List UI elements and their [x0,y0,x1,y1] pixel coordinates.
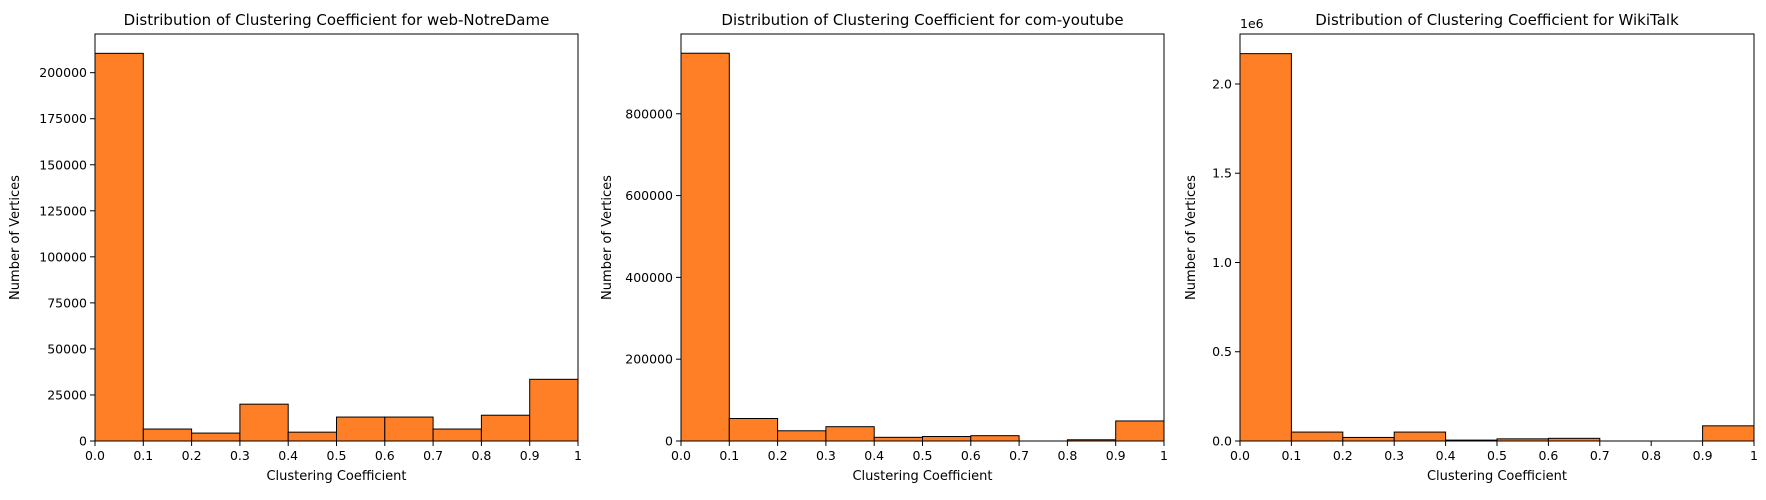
x-tick-label: 1 [1750,448,1758,463]
chart-panel-2: 0.0 0.1 0.2 0.3 0.4 0.5 0.6 0.7 0.8 0.9 1 0 200000 40… [600,11,1168,484]
histogram-bar [728,418,779,442]
histogram-bar [191,432,241,442]
chart-title: Distribution of Clustering Coefficient f… [1315,11,1679,29]
y-tick-label: 800000 [625,106,673,121]
x-tick-label: 0.3 [230,448,250,463]
x-tick-label: 0.5 [327,448,347,463]
x-tick-label: 0.7 [423,448,443,463]
histogram-bar [825,426,875,442]
x-tick-label: 0.0 [85,448,105,463]
x-axis-label: Clustering Coefficient [266,469,406,484]
y-tick-label: 0 [665,434,673,449]
x-tick-label: 0.6 [375,448,395,463]
y-tick-label: 200000 [39,65,87,80]
histogram-bar [777,430,827,442]
histogram-bar [239,403,289,442]
x-tick-label: 0.0 [671,448,691,463]
x-tick-label: 0.2 [182,448,202,463]
y-tick-label: 200000 [625,352,673,367]
histogram-bar [287,431,338,442]
y-tick-label: 75000 [47,295,87,310]
chart-title: Distribution of Clustering Coefficient f… [721,11,1123,29]
x-tick-label: 0.7 [1009,448,1029,463]
histogram-bar [873,436,924,442]
y-axis-label: Number of Vertices [1184,175,1199,300]
x-tick-label: 0.5 [913,448,933,463]
x-tick-label: 0.1 [1281,448,1301,463]
x-tick-label: 1 [1160,448,1168,463]
y-tick-label: 25000 [47,387,87,402]
histogram-bar [1290,431,1344,442]
x-tick-label: 0.4 [278,448,298,463]
x-tick-label: 0.2 [768,448,788,463]
x-tick-label: 0.8 [471,448,491,463]
x-tick-label: 0.3 [1384,448,1404,463]
y-tick-label: 100000 [39,249,87,264]
y-tick-label: 150000 [39,157,87,172]
x-tick-label: 0.8 [1057,448,1077,463]
x-tick-label: 0.6 [1538,448,1558,463]
x-tick-label: 0.4 [864,448,884,463]
y-tick-label: 400000 [625,270,673,285]
x-tick-label: 0.3 [816,448,836,463]
histogram-bar [480,414,531,442]
y-axis-label: Number of Vertices [8,175,23,300]
plot-frame [94,33,579,442]
histogram-bar [384,416,434,442]
chart-title: Distribution of Clustering Coefficient f… [124,11,550,29]
plot-frame [1239,33,1755,442]
x-tick-label: 0.7 [1590,448,1610,463]
x-axis-label: Clustering Coefficient [1427,469,1567,484]
x-tick-label: 0.1 [719,448,739,463]
x-tick-label: 1 [574,448,582,463]
x-tick-label: 0.9 [1693,448,1713,463]
x-tick-label: 0.9 [1106,448,1126,463]
y-tick-label: 175000 [39,111,87,126]
x-tick-label: 0.1 [133,448,153,463]
histogram-bar [1702,425,1755,442]
histogram-bar [432,428,482,442]
y-tick-label: 600000 [625,188,673,203]
x-tick-label: 0.9 [520,448,540,463]
x-tick-label: 0.5 [1487,448,1507,463]
y-offset-label: 1e6 [1240,16,1264,31]
x-axis-label: Clustering Coefficient [852,469,992,484]
x-tick-label: 0.2 [1333,448,1353,463]
histogram-bar [94,52,144,442]
histogram-bar [336,416,386,442]
y-tick-label: 1.0 [1212,255,1232,270]
plot-frame [680,33,1165,442]
y-tick-label: 1.5 [1212,166,1232,181]
y-tick-label: 2.0 [1212,76,1232,91]
histogram-bar [680,52,730,442]
y-tick-label: 50000 [47,341,87,356]
x-tick-label: 0.4 [1436,448,1456,463]
chart-panel-1: 0.0 0.1 0.2 0.3 0.4 0.5 0.6 0.7 0.8 0.9 1 0 25000 500… [8,11,582,484]
histogram-bar [1393,431,1447,442]
histogram-bar [142,428,193,442]
histogram-bar [922,436,972,442]
histogram-bar [1239,53,1292,442]
y-tick-label: 0 [79,434,87,449]
histogram-bar [529,378,579,442]
x-tick-label: 0.0 [1230,448,1250,463]
x-tick-label: 0.8 [1641,448,1661,463]
histogram-bar [1342,436,1395,442]
histogram-bar [970,435,1020,442]
chart-panel-3: 0.0 0.1 0.2 0.3 0.4 0.5 0.6 0.7 0.8 0.9 1 0.0 0.5 1.0… [1184,11,1758,484]
histogram-bar [1115,420,1165,442]
y-tick-label: 0.0 [1212,434,1232,449]
y-tick-label: 0.5 [1212,344,1232,359]
x-tick-label: 0.6 [961,448,981,463]
y-tick-label: 125000 [39,203,87,218]
y-axis-label: Number of Vertices [600,175,615,300]
